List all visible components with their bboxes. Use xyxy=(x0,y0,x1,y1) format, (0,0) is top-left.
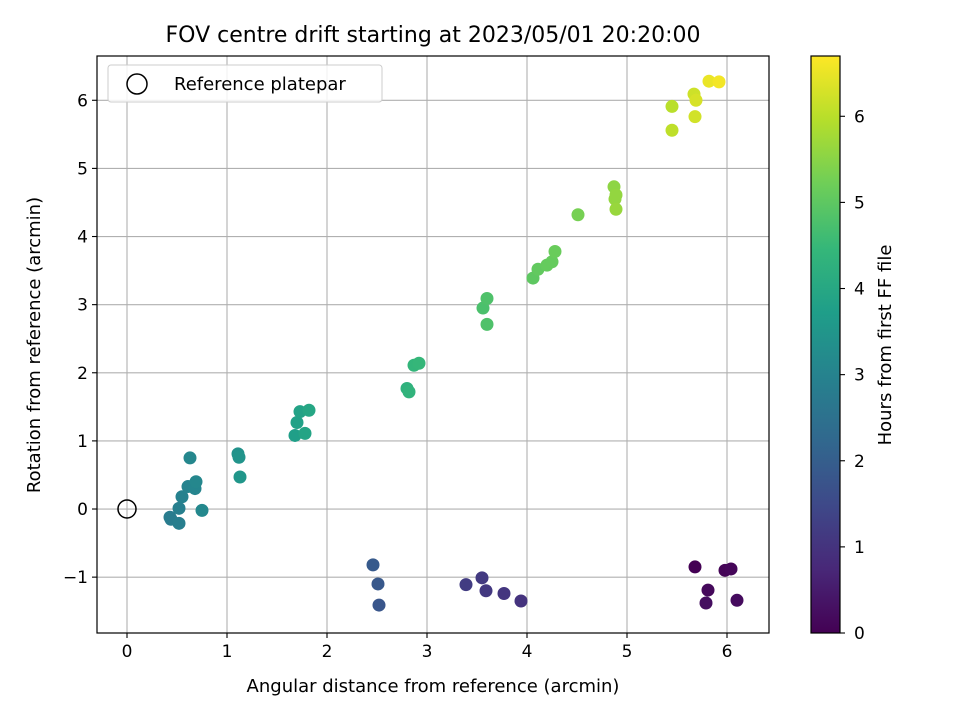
x-tick-label: 2 xyxy=(322,642,333,662)
y-axis-ticks: −1 0 1 2 3 4 5 6 xyxy=(63,91,97,588)
legend-marker-icon xyxy=(126,73,148,95)
data-point xyxy=(665,99,679,113)
colorbar-tick-label: 3 xyxy=(854,366,865,386)
data-point xyxy=(730,593,744,607)
data-point xyxy=(665,123,679,137)
data-point xyxy=(497,586,511,600)
y-tick-label: 2 xyxy=(77,364,88,384)
x-tick-label: 1 xyxy=(222,642,233,662)
colorbar-tick-label: 5 xyxy=(854,193,865,213)
colorbar-tick-label: 0 xyxy=(854,624,865,644)
chart-title: FOV centre drift starting at 2023/05/01 … xyxy=(166,23,701,48)
data-point xyxy=(475,571,489,585)
data-point xyxy=(175,490,189,504)
data-point xyxy=(372,598,386,612)
y-tick-label: 5 xyxy=(77,159,88,179)
data-point xyxy=(412,356,426,370)
x-axis-ticks: 0 1 2 3 4 5 6 xyxy=(122,633,733,662)
legend-label-reference-platepar: Reference platepar xyxy=(174,74,346,95)
data-point xyxy=(548,245,562,259)
data-point xyxy=(480,317,494,331)
data-point xyxy=(699,596,713,610)
x-tick-label: 0 xyxy=(122,642,133,662)
y-tick-label: 6 xyxy=(77,91,88,111)
x-axis-label: Angular distance from reference (arcmin) xyxy=(247,676,620,697)
data-point xyxy=(288,428,302,442)
x-tick-label: 3 xyxy=(422,642,433,662)
data-point xyxy=(571,208,585,222)
y-tick-label: −1 xyxy=(63,568,88,588)
y-tick-label: 1 xyxy=(77,432,88,452)
data-point xyxy=(479,584,493,598)
data-point xyxy=(172,501,186,515)
y-tick-label: 0 xyxy=(77,500,88,520)
legend: Reference platepar xyxy=(107,64,383,103)
data-point xyxy=(195,503,209,517)
data-point xyxy=(232,450,246,464)
data-point xyxy=(701,583,715,597)
data-point xyxy=(545,255,559,269)
data-point xyxy=(233,470,247,484)
colorbar-gradient xyxy=(811,56,840,633)
legend-box xyxy=(107,64,383,103)
reference-platepar-marker xyxy=(117,499,137,519)
colorbar-tick-label: 4 xyxy=(854,280,865,300)
data-point xyxy=(689,93,703,107)
data-point xyxy=(290,416,304,430)
colorbar-ticks: 0 1 2 3 4 5 6 xyxy=(840,107,865,644)
data-point xyxy=(688,110,702,124)
data-point xyxy=(724,562,738,576)
x-tick-label: 5 xyxy=(622,642,633,662)
y-axis-label: Rotation from reference (arcmin) xyxy=(24,197,45,493)
plot-area: 0 1 2 3 4 5 6 −1 0 1 2 3 4 5 6 xyxy=(63,55,770,662)
data-point xyxy=(189,475,203,489)
data-point xyxy=(183,451,197,465)
data-point xyxy=(459,578,473,592)
plot-frame xyxy=(96,55,770,634)
colorbar: 0 1 2 3 4 5 6 Hours from first FF file xyxy=(810,55,896,644)
data-point xyxy=(371,577,385,591)
data-point xyxy=(609,188,623,202)
data-point xyxy=(402,385,416,399)
data-point xyxy=(302,403,316,417)
data-point xyxy=(172,516,186,530)
data-point xyxy=(514,594,528,608)
data-point xyxy=(298,426,312,440)
data-point xyxy=(366,558,380,572)
y-tick-label: 4 xyxy=(77,228,88,248)
colorbar-tick-label: 6 xyxy=(854,107,865,127)
data-point xyxy=(712,75,726,89)
colorbar-tick-label: 2 xyxy=(854,452,865,472)
colorbar-frame xyxy=(810,55,841,634)
x-tick-label: 4 xyxy=(522,642,533,662)
data-point xyxy=(688,560,702,574)
grid-lines xyxy=(97,56,769,633)
data-point xyxy=(480,292,494,306)
colorbar-label: Hours from first FF file xyxy=(875,245,896,446)
data-point xyxy=(609,202,623,216)
colorbar-tick-label: 1 xyxy=(854,538,865,558)
data-point xyxy=(702,74,716,88)
data-points xyxy=(163,74,744,612)
y-tick-label: 3 xyxy=(77,296,88,316)
x-tick-label: 6 xyxy=(722,642,733,662)
